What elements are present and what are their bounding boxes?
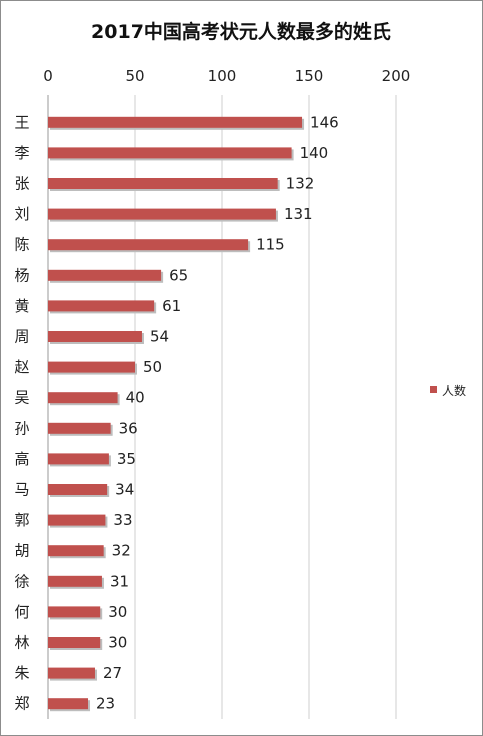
y-category-label: 杨 (14, 266, 29, 284)
data-label: 30 (108, 603, 127, 621)
x-tick-label: 200 (382, 67, 411, 85)
data-label: 36 (119, 419, 138, 437)
data-label: 50 (143, 358, 162, 376)
data-label: 31 (110, 572, 129, 590)
data-label: 61 (162, 297, 181, 315)
data-label: 32 (112, 542, 131, 560)
y-category-label: 张 (14, 175, 29, 193)
bar (48, 514, 106, 526)
y-category-label: 陈 (14, 236, 29, 254)
y-category-label: 刘 (14, 205, 29, 223)
y-category-label: 林 (14, 634, 29, 652)
bar (48, 606, 101, 618)
y-category-label: 胡 (14, 542, 29, 560)
data-label: 23 (96, 695, 115, 713)
y-category-label: 郑 (14, 695, 29, 713)
data-label: 132 (286, 175, 315, 193)
data-label: 40 (126, 389, 145, 407)
data-label: 146 (310, 113, 339, 131)
y-category-label: 何 (14, 603, 29, 621)
y-category-label: 周 (14, 328, 29, 346)
y-category-label: 黄 (14, 297, 29, 315)
y-category-label: 马 (14, 481, 29, 499)
bar (48, 361, 135, 373)
bar (48, 575, 102, 587)
legend: 人数 (430, 383, 466, 398)
x-tick-label: 0 (43, 67, 53, 85)
bars (48, 116, 305, 712)
data-label: 30 (108, 634, 127, 652)
data-label: 33 (113, 511, 132, 529)
y-category-label: 郭 (14, 511, 29, 529)
bar (48, 300, 155, 312)
data-labels: 146 140 132 131 115 65 61 54 50 40 36 35 34 33 32 31 30 3… (96, 113, 339, 712)
y-category-label: 吴 (14, 389, 29, 407)
y-category-label: 朱 (14, 664, 29, 682)
x-axis-ticks: 0 50 100 150 200 (43, 67, 410, 85)
x-tick-label: 50 (125, 67, 144, 85)
y-category-label: 高 (14, 450, 29, 468)
bar (48, 484, 108, 495)
data-label: 140 (300, 144, 329, 162)
bar (48, 208, 276, 220)
y-category-label: 李 (14, 144, 29, 162)
chart-title: 2017中国高考状元人数最多的姓氏 (91, 20, 391, 43)
bar (48, 637, 101, 648)
bar (48, 698, 89, 710)
bar (48, 178, 278, 189)
bar (48, 269, 162, 281)
x-tick-label: 150 (295, 67, 324, 85)
y-category-label: 王 (14, 113, 29, 131)
bar (48, 116, 303, 128)
bar (48, 239, 249, 251)
y-category-label: 孙 (14, 419, 29, 437)
bar (48, 331, 142, 342)
legend-swatch (430, 386, 437, 393)
bar (48, 392, 118, 404)
data-label: 27 (103, 664, 122, 682)
y-category-label: 徐 (14, 572, 29, 590)
bar (48, 147, 292, 159)
x-tick-label: 100 (208, 67, 237, 85)
data-label: 131 (284, 205, 313, 223)
bar (48, 667, 95, 679)
data-label: 54 (150, 328, 169, 346)
data-label: 65 (169, 266, 188, 284)
data-label: 115 (256, 236, 285, 254)
legend-label: 人数 (442, 383, 466, 398)
data-label: 35 (117, 450, 136, 468)
bar (48, 422, 111, 434)
y-category-label: 赵 (14, 358, 29, 376)
data-label: 34 (115, 481, 134, 499)
bar (48, 453, 109, 465)
bar (48, 545, 104, 557)
